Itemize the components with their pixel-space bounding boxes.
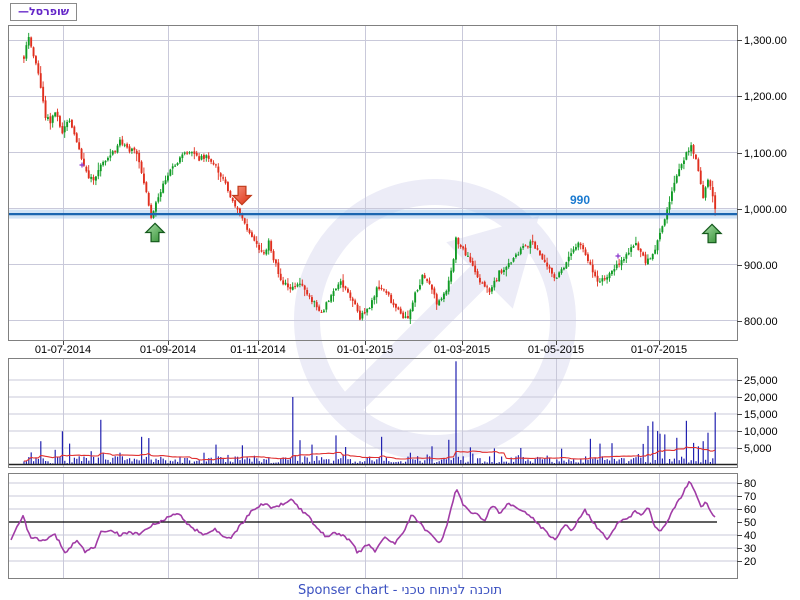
candlestick-chart[interactable] [8,25,738,341]
date-axis-tick [365,341,366,345]
legend-symbol-label: שופרסל [29,5,70,18]
volume-axis-tick [737,431,742,432]
volume-axis-tick [737,448,742,449]
oscillator-axis-tick [737,509,742,510]
oscillator-axis-tick [737,535,742,536]
oscillator-panel[interactable] [8,473,738,579]
price-axis-tick [737,153,742,154]
price-axis-label: 1,200.00 [744,90,787,103]
date-axis-label: 01-07-2014 [34,344,92,356]
oscillator-axis-label: 40 [744,529,757,542]
price-axis-tick [737,209,742,210]
volume-axis-label: 25,000 [744,374,778,387]
price-axis-label: 800.00 [744,315,778,328]
oscillator-axis-tick [737,483,742,484]
price-axis-tick [737,40,742,41]
buy-arrow [144,222,166,243]
date-axis-label: 01-01-2015 [336,344,394,356]
oscillator-axis-label: 50 [744,516,757,529]
price-axis-tick [737,96,742,97]
oscillator-axis-label: 70 [744,490,757,503]
oscillator-axis-label: 20 [744,555,757,568]
volume-axis-label: 20,000 [744,391,778,404]
volume-axis-tick [737,414,742,415]
date-axis-label: 01-09-2014 [139,344,197,356]
app-caption: Sponser chart - תוכנה לניתוח טכני [297,583,503,598]
date-axis-tick [462,341,463,345]
price-axis-tick [737,265,742,266]
date-axis-tick [258,341,259,345]
volume-axis-label: 10,000 [744,425,778,438]
price-axis-label: 1,000.00 [744,203,787,216]
oscillator-axis-tick [737,548,742,549]
volume-axis-label: 5,000 [744,442,772,455]
price-axis-tick [737,321,742,322]
date-axis-label: 01-03-2015 [433,344,491,356]
volume-panel[interactable] [8,358,738,468]
buy-arrow [701,223,723,244]
series-legend[interactable]: —שופרסל [10,3,78,21]
date-axis-label: 01-07-2015 [630,344,688,356]
oscillator-chart[interactable] [8,473,738,579]
date-axis-tick [63,341,64,345]
oscillator-axis-tick [737,496,742,497]
date-axis-tick [556,341,557,345]
oscillator-axis-tick [737,522,742,523]
oscillator-axis-tick [737,561,742,562]
sell-arrow [231,185,253,206]
date-axis-tick [659,341,660,345]
price-panel[interactable] [8,25,738,341]
date-axis-tick [168,341,169,345]
volume-axis-tick [737,380,742,381]
date-axis-label: 01-05-2015 [527,344,585,356]
date-axis-label: 01-11-2014 [230,344,286,356]
oscillator-axis-label: 30 [744,542,757,555]
legend-line-sample: — [18,5,29,18]
volume-axis-tick [737,397,742,398]
price-axis-label: 1,100.00 [744,147,787,160]
oscillator-axis-label: 60 [744,503,757,516]
volume-axis-label: 15,000 [744,408,778,421]
oscillator-axis-label: 80 [744,477,757,490]
volume-chart[interactable] [8,358,738,468]
level-line-label: 990 [570,193,591,207]
price-axis-label: 1,300.00 [744,34,787,47]
price-axis-label: 900.00 [744,259,778,272]
